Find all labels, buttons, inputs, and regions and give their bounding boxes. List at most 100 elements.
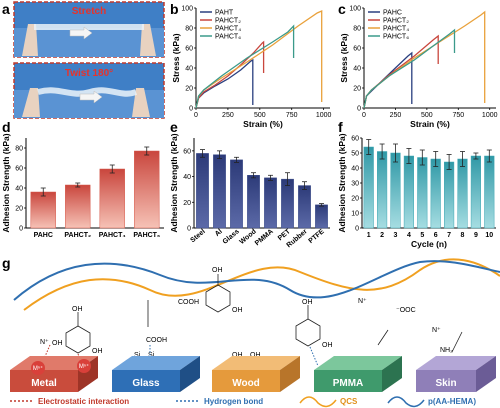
d-ytick-label: 0 bbox=[19, 226, 23, 233]
f-ylabel: Adhesion Strength (kPa) bbox=[337, 133, 347, 232]
substrate-skin-label: Skin bbox=[435, 378, 456, 389]
f-category-label-1: 2 bbox=[380, 232, 384, 239]
cooh-label-2: COOH bbox=[178, 299, 199, 306]
substrate-glass-label: Glass bbox=[132, 378, 160, 389]
c-legend-label-0: PAHC bbox=[383, 10, 402, 17]
c-ytick-label: 20 bbox=[353, 86, 361, 93]
c-xtick-label: 250 bbox=[390, 112, 402, 119]
d-ylabel: Adhesion Strength (kPa) bbox=[1, 133, 11, 232]
c-ytick-label: 100 bbox=[349, 6, 361, 13]
panel-label-b: b bbox=[170, 1, 179, 17]
f-category-label-7: 8 bbox=[461, 232, 465, 239]
substrate-wood-label: Wood bbox=[232, 378, 260, 389]
d-bar-2 bbox=[99, 168, 125, 229]
e-bar-7 bbox=[315, 204, 328, 229]
metal-ion-label-2: Mⁿ⁺ bbox=[79, 363, 89, 370]
b-ytick-label: 0 bbox=[189, 106, 193, 113]
n-plus-label-3: N⁺ bbox=[432, 327, 441, 334]
e-ytick-label: 60 bbox=[183, 148, 191, 155]
f-bar-6 bbox=[444, 161, 455, 229]
e-category-label-0: Steel bbox=[189, 228, 206, 244]
metal-ion-1 bbox=[31, 361, 45, 375]
b-xtick-label: 750 bbox=[286, 112, 298, 119]
metal-ion-label-1: Mⁿ⁺ bbox=[33, 365, 43, 372]
cooh-label-1: COOH bbox=[146, 337, 167, 344]
f-bar-4 bbox=[417, 157, 428, 229]
b-xlabel: Strain (%) bbox=[243, 119, 283, 129]
f-bar-7 bbox=[457, 158, 468, 229]
e-category-label-4: PMMA bbox=[254, 228, 275, 247]
d-category-label-3: PAHCT₆ bbox=[133, 232, 160, 239]
f-bar-1 bbox=[377, 151, 388, 229]
panel-label-d: d bbox=[2, 119, 11, 135]
photo-stretch: Stretch bbox=[13, 1, 165, 58]
polymer-chain bbox=[13, 260, 500, 301]
e-bar-6 bbox=[298, 185, 311, 229]
substrate-wood: Wood bbox=[212, 356, 300, 392]
f-category-label-4: 5 bbox=[420, 232, 424, 239]
c-xtick-label: 0 bbox=[362, 112, 366, 119]
f-bar-2 bbox=[390, 152, 401, 229]
f-bar-9 bbox=[484, 155, 495, 229]
panel-label-g: g bbox=[2, 255, 11, 271]
f-ytick-label: 40 bbox=[351, 166, 359, 173]
d-ytick-label: 80 bbox=[15, 146, 23, 153]
f-category-label-5: 6 bbox=[434, 232, 438, 239]
chart-f: 0 10 20 30 40 50 60 Adhesion Strength (kPa) 1 2 3 4… bbox=[337, 133, 496, 249]
c-ytick-label: 0 bbox=[357, 106, 361, 113]
b-legend-label-3: PAHCT₆ bbox=[215, 34, 241, 41]
e-category-label-1: Al bbox=[214, 228, 224, 238]
chart-d: 0 20 40 60 80 Adhesion Strength (kPa) PAHC PAHC… bbox=[1, 133, 164, 239]
chart-b: 0 20 40 60 80 100 Stress (kPa) 0 250 500 750 1000 St… bbox=[171, 6, 332, 130]
f-xlabel: Cycle (n) bbox=[411, 239, 447, 249]
b-legend-label-1: PAHCT₂ bbox=[215, 18, 241, 25]
oh-label-3: OH bbox=[72, 306, 83, 313]
oh-label-9: OH bbox=[250, 352, 261, 359]
legend-electrostatic: Electrostatic interaction bbox=[38, 397, 129, 406]
d-ytick-label: 60 bbox=[15, 166, 23, 173]
schematic-panel: OH OH OH COOH COOH OH OH OH OH ⁻OOC N⁺ N… bbox=[10, 258, 500, 408]
b-series-line-0 bbox=[195, 58, 254, 109]
b-ytick-label: 40 bbox=[185, 66, 193, 73]
substrate-pmma: PMMA bbox=[314, 356, 402, 392]
panel-label-a: a bbox=[2, 1, 10, 17]
b-xtick-label: 500 bbox=[254, 112, 266, 119]
e-ytick-label: 20 bbox=[183, 200, 191, 207]
oh-label-5: OH bbox=[232, 307, 243, 314]
b-ytick-label: 100 bbox=[181, 6, 193, 13]
c-series-line-3 bbox=[363, 28, 456, 109]
qcs-chain bbox=[23, 258, 500, 311]
c-ylabel: Stress (kPa) bbox=[339, 33, 349, 82]
metal-ion-2 bbox=[77, 359, 91, 373]
oh-label-1: OH bbox=[52, 340, 63, 347]
d-category-label-2: PAHCT₄ bbox=[99, 232, 126, 239]
substrate-glass: Glass bbox=[112, 356, 200, 392]
b-series-line-3 bbox=[195, 24, 295, 109]
panel-label-e: e bbox=[170, 119, 178, 135]
d-bar-0 bbox=[30, 191, 56, 229]
f-category-label-0: 1 bbox=[367, 232, 371, 239]
e-category-label-2: Glass bbox=[222, 228, 241, 246]
f-ytick-label: 50 bbox=[351, 151, 359, 158]
legend-qcs: QCS bbox=[340, 397, 358, 406]
substrate-skin: Skin bbox=[416, 356, 496, 392]
oh-label-4: OH bbox=[212, 267, 223, 274]
si-label-1: Si bbox=[134, 352, 141, 359]
c-ytick-label: 60 bbox=[353, 46, 361, 53]
nh2-label: NH₂ bbox=[440, 347, 453, 354]
substrate-metal-label: Metal bbox=[31, 378, 57, 389]
e-bar-1 bbox=[213, 154, 226, 229]
b-series-line-1 bbox=[195, 40, 265, 109]
panel-label-c: c bbox=[338, 1, 346, 17]
c-ytick-label: 80 bbox=[353, 26, 361, 33]
d-category-label-1: PAHCT₂ bbox=[64, 232, 91, 239]
c-ytick-label: 40 bbox=[353, 66, 361, 73]
f-ytick-label: 10 bbox=[351, 211, 359, 218]
photo-twist-label: Twist 180° bbox=[65, 68, 113, 79]
c-xtick-label: 500 bbox=[421, 112, 433, 119]
chart-c: 0 20 40 60 80 100 Stress (kPa) 0 250 500 750 1000 St… bbox=[339, 6, 498, 130]
b-ylabel: Stress (kPa) bbox=[171, 33, 181, 82]
c-legend-label-3: PAHCT₆ bbox=[383, 34, 409, 41]
e-ytick-label: 0 bbox=[187, 226, 191, 233]
